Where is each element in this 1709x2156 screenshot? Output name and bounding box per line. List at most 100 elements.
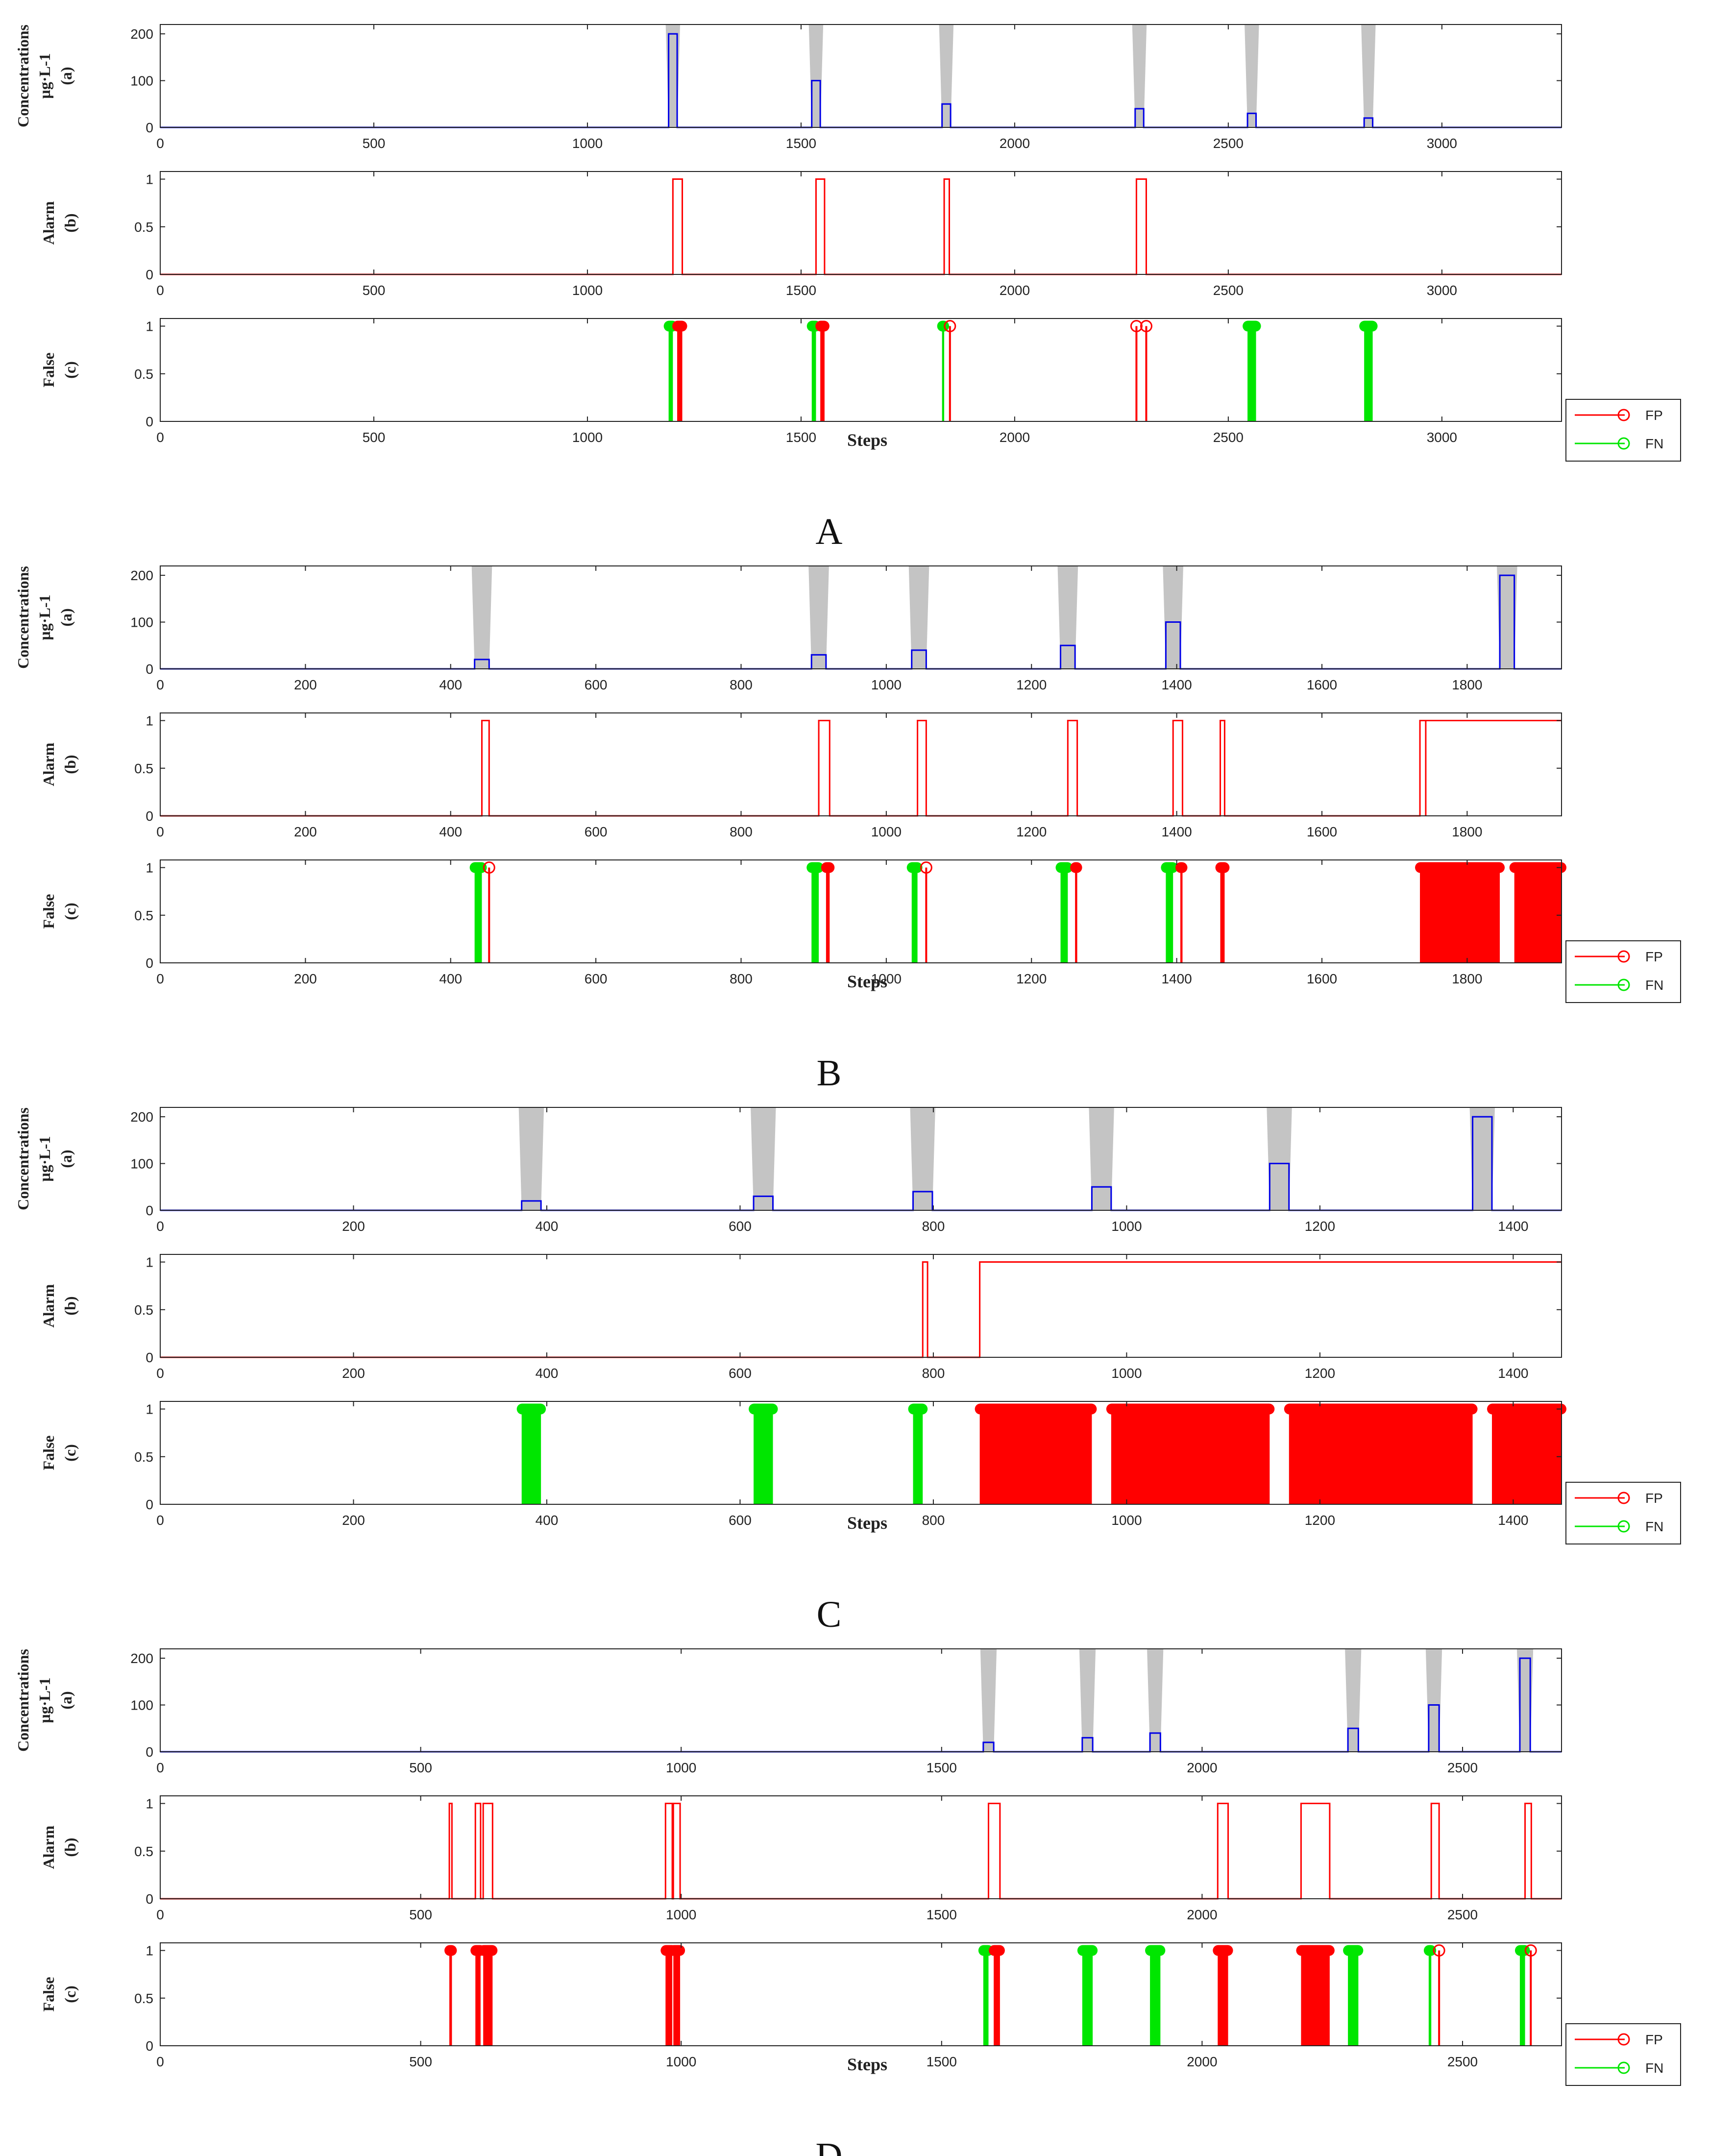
axes-frame <box>160 1254 1562 1358</box>
reference-band-5 <box>1163 566 1184 669</box>
y-tick-label: 1 <box>146 172 153 187</box>
y-tick-label: 0.5 <box>134 1991 153 2006</box>
reference-band-2 <box>808 566 829 669</box>
x-tick-label: 500 <box>409 1760 432 1775</box>
fp-marker-cap-4 <box>1070 862 1082 873</box>
reference-band-3 <box>939 24 954 127</box>
legend-marker-fn <box>1617 437 1630 450</box>
y-axis-label: µg·L-1 <box>36 594 53 640</box>
fn-band-2 <box>1082 1950 1093 2046</box>
fp-marker-3 <box>920 861 932 874</box>
x-tick-label: 200 <box>342 1219 365 1234</box>
y-axis-label: (a) <box>57 608 75 626</box>
fn-marker-cap-1 <box>469 862 487 873</box>
y-axis-label: False <box>40 1977 57 2011</box>
x-tick-label: 400 <box>439 824 462 839</box>
y-tick-label: 0 <box>146 2038 153 2054</box>
x-tick-label: 3000 <box>1427 136 1457 151</box>
panel-letter: D <box>816 2135 843 2156</box>
x-tick-label: 1000 <box>871 824 902 839</box>
y-tick-label: 100 <box>130 1156 153 1172</box>
y-tick-label: 200 <box>130 1651 153 1666</box>
y-tick-label: 200 <box>130 568 153 583</box>
y-axis-label: (c) <box>61 903 79 920</box>
fn-band-2 <box>811 867 819 963</box>
fn-marker-cap-3 <box>906 862 923 873</box>
legend-marker-fn <box>1617 979 1630 991</box>
legend-label-fn: FN <box>1645 2060 1663 2076</box>
y-axis-label: Concentrations <box>14 566 32 669</box>
y-axis-label: µg·L-1 <box>36 53 53 98</box>
x-tick-label: 500 <box>363 283 386 298</box>
fp-band-5 <box>673 1950 681 2046</box>
legend-label-fp: FP <box>1645 2032 1663 2047</box>
x-tick-label: 0 <box>156 1513 164 1528</box>
x-tick-label: 2500 <box>1213 283 1244 298</box>
x-tick-label: 1000 <box>666 1907 696 1922</box>
x-tick-label: 400 <box>439 971 462 986</box>
x-tick-label: 1000 <box>871 677 902 692</box>
x-tick-label: 2500 <box>1447 1760 1478 1775</box>
y-tick-label: 0.5 <box>134 1449 153 1465</box>
x-tick-label: 2000 <box>1000 430 1030 445</box>
x-tick-label: 0 <box>156 971 164 986</box>
legend-box <box>1565 940 1681 1003</box>
x-tick-label: 1000 <box>871 971 902 986</box>
y-axis-label: Alarm <box>40 1825 57 1869</box>
y-axis-label: Concentrations <box>14 24 32 127</box>
x-axis-label: Steps <box>847 430 887 450</box>
x-tick-label: 0 <box>156 824 164 839</box>
fn-band-3 <box>942 326 945 421</box>
reference-band-2 <box>751 1107 776 1210</box>
subplot-b: 0 0.5 1 0 200 400 600 800 1000 1200 1400 Alarm (b) <box>40 1254 1562 1381</box>
x-tick-label: 500 <box>409 1907 432 1922</box>
x-tick-label: 800 <box>730 677 753 692</box>
y-axis-label: (b) <box>61 1838 79 1857</box>
subplot-a: 0 100 200 0 200 400 600 800 1000 1200 1400 Concentr… <box>14 1107 1562 1234</box>
x-tick-label: 1000 <box>1111 1366 1142 1381</box>
reference-band-6 <box>1516 1649 1534 1752</box>
fp-marker-cap-7 <box>1415 862 1505 873</box>
fn-marker-cap-2 <box>749 1403 778 1415</box>
x-tick-label: 1000 <box>572 430 603 445</box>
y-tick-label: 0 <box>146 267 153 282</box>
reference-band-4 <box>1089 1107 1114 1210</box>
x-tick-label: 400 <box>536 1219 559 1234</box>
fn-marker-cap-5 <box>1161 862 1178 873</box>
x-tick-label: 400 <box>439 677 462 692</box>
subplot-b: 0 0.5 1 0 500 1000 1500 2000 2500 Alarm (b) <box>40 1795 1562 1922</box>
fn-marker-cap-2 <box>806 862 824 873</box>
y-axis-label: Alarm <box>40 1284 57 1327</box>
fp-band-2 <box>1111 1409 1270 1504</box>
x-tick-label: 1000 <box>1111 1513 1142 1528</box>
reference-band-6 <box>1497 566 1517 669</box>
reference-band-4 <box>1345 1649 1362 1752</box>
x-tick-label: 1200 <box>1016 971 1047 986</box>
y-tick-label: 0.5 <box>134 367 153 382</box>
y-axis-label: Alarm <box>40 742 57 786</box>
reference-band-1 <box>980 1649 997 1752</box>
fn-marker-cap-5 <box>1423 1945 1437 1956</box>
fp-marker-5 <box>1140 320 1152 333</box>
x-tick-label: 1500 <box>927 2054 957 2069</box>
y-tick-label: 0 <box>146 956 153 971</box>
x-tick-label: 1400 <box>1161 824 1192 839</box>
x-tick-label: 600 <box>729 1219 752 1234</box>
y-tick-label: 0 <box>146 414 153 429</box>
fp-band-8 <box>1301 1950 1330 2046</box>
x-tick-label: 0 <box>156 283 164 298</box>
x-tick-label: 0 <box>156 1760 164 1775</box>
y-tick-label: 1 <box>146 319 153 334</box>
subplot-c: 0 0.5 1 0 200 400 600 800 1000 1200 1400 False (c) St… <box>40 1401 1566 1533</box>
axes-frame <box>160 24 1562 128</box>
reference-band-3 <box>910 1107 935 1210</box>
y-tick-label: 0 <box>146 1203 153 1218</box>
x-tick-label: 0 <box>156 136 164 151</box>
y-tick-label: 1 <box>146 713 153 729</box>
x-tick-label: 500 <box>363 136 386 151</box>
x-tick-label: 400 <box>536 1366 559 1381</box>
fn-marker-cap-1 <box>516 1403 546 1415</box>
y-axis-label: (c) <box>61 361 79 379</box>
x-axis-label: Steps <box>847 972 887 991</box>
